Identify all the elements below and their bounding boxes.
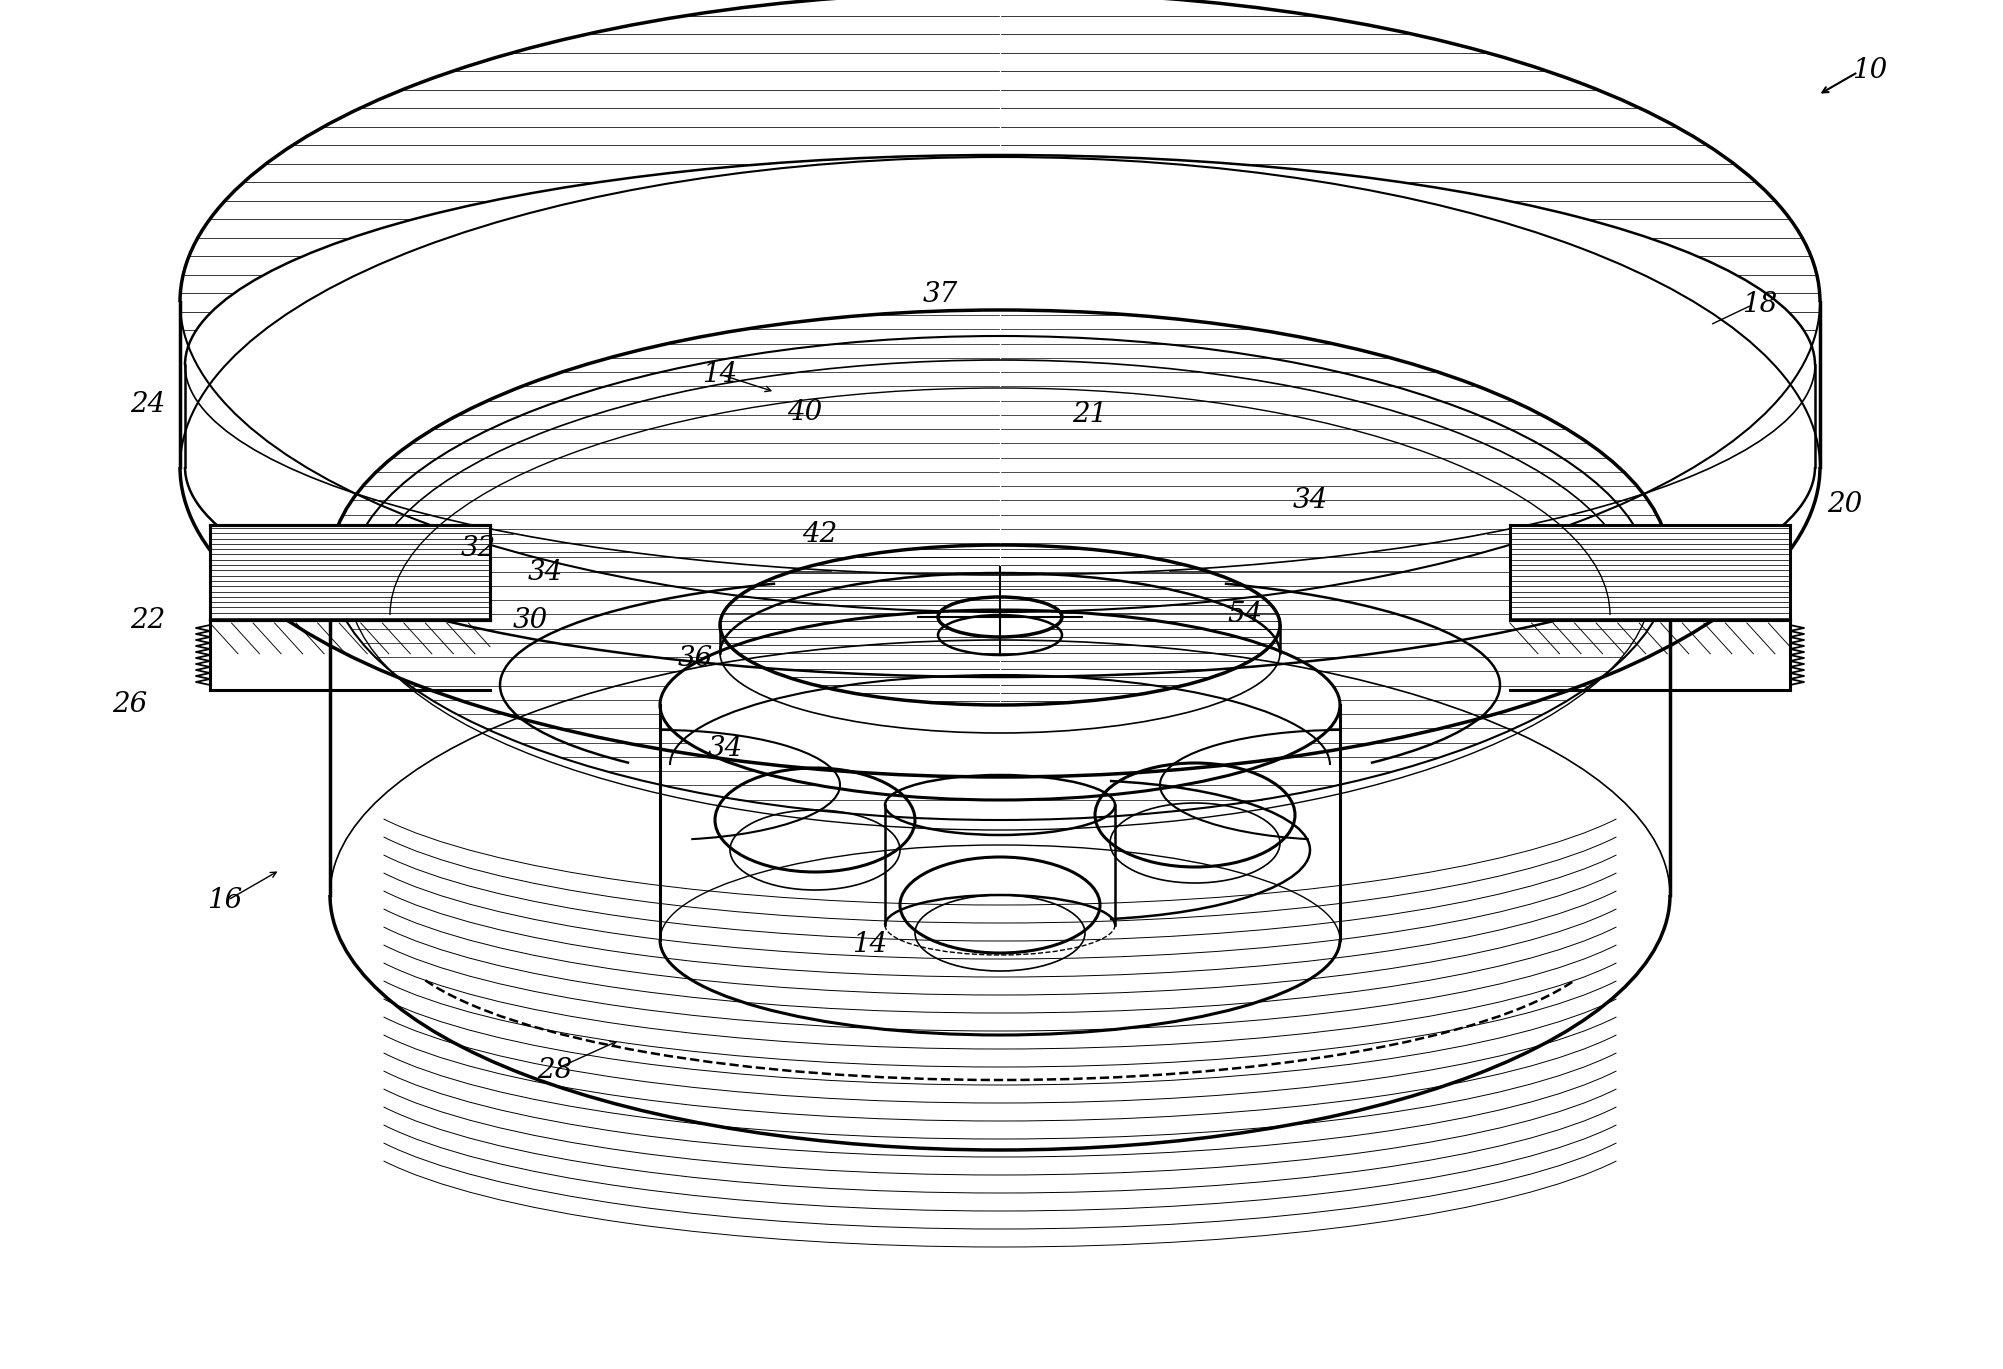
Polygon shape	[1510, 524, 1791, 620]
Text: 34: 34	[1292, 486, 1328, 513]
Text: 28: 28	[537, 1057, 573, 1083]
Text: 14: 14	[853, 931, 887, 958]
Text: 22: 22	[130, 606, 166, 634]
Text: 10: 10	[1853, 56, 1887, 84]
Text: 24: 24	[130, 392, 166, 419]
Text: 21: 21	[1072, 401, 1108, 428]
Text: 37: 37	[921, 282, 957, 308]
Text: 32: 32	[461, 534, 495, 561]
Text: 20: 20	[1827, 491, 1863, 519]
Text: 54: 54	[1228, 601, 1262, 628]
Text: 34: 34	[707, 735, 743, 761]
Text: 16: 16	[208, 887, 242, 913]
Text: 26: 26	[112, 691, 148, 719]
Text: 30: 30	[513, 606, 547, 634]
Text: 40: 40	[787, 400, 823, 427]
Text: 14: 14	[703, 361, 737, 389]
Text: 36: 36	[677, 645, 713, 672]
Text: 34: 34	[527, 559, 563, 586]
Polygon shape	[210, 524, 491, 620]
Text: 18: 18	[1743, 292, 1777, 319]
Text: 42: 42	[803, 522, 837, 549]
